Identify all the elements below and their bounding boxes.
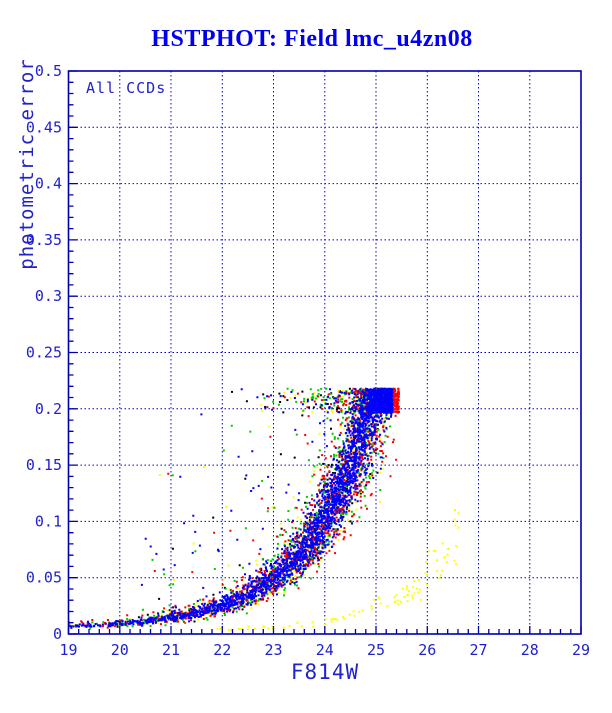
y-tick-label: 0.45 bbox=[26, 118, 62, 136]
x-tick-label: 20 bbox=[111, 641, 129, 659]
x-tick-label: 22 bbox=[213, 641, 231, 659]
chart-title: HSTPHOT: Field lmc_u4zn08 bbox=[151, 26, 473, 52]
x-tick-labels: 19 20 21 22 23 24 25 26 27 28 29 bbox=[59, 641, 590, 659]
y-tick-labels: 0 0.05 0.1 0.15 0.2 0.25 0.3 0.35 0.4 0.45 0.5 bbox=[26, 62, 62, 643]
y-tick-label: 0.3 bbox=[35, 287, 62, 305]
x-tick-label: 21 bbox=[162, 641, 180, 659]
x-tick-label: 25 bbox=[367, 641, 385, 659]
y-tick-label: 0.15 bbox=[26, 456, 62, 474]
y-tick-label: 0.35 bbox=[26, 231, 62, 249]
axis-ticks bbox=[67, 70, 582, 635]
y-tick-label: 0.1 bbox=[35, 512, 62, 530]
x-tick-label: 24 bbox=[316, 641, 334, 659]
y-tick-label: 0.4 bbox=[35, 175, 62, 193]
x-tick-label: 23 bbox=[264, 641, 282, 659]
x-tick-label: 19 bbox=[59, 641, 77, 659]
x-axis-label: F814W bbox=[290, 660, 360, 684]
series-yellow-faint-trail bbox=[216, 509, 460, 631]
y-tick-label: 0 bbox=[53, 625, 62, 643]
x-tick-label: 27 bbox=[469, 641, 487, 659]
scatter-points bbox=[68, 387, 460, 631]
series-blue bbox=[68, 387, 394, 629]
y-tick-label: 0.25 bbox=[26, 344, 62, 362]
all-ccds-label: All CCDs bbox=[86, 79, 167, 97]
plot-frame bbox=[67, 70, 582, 635]
y-tick-label: 0.05 bbox=[26, 569, 62, 587]
x-tick-label: 26 bbox=[418, 641, 436, 659]
grid-lines bbox=[68, 71, 581, 634]
x-tick-label: 29 bbox=[572, 641, 590, 659]
x-tick-label: 28 bbox=[521, 641, 539, 659]
y-tick-label: 0.2 bbox=[35, 400, 62, 418]
y-tick-label: 0.5 bbox=[35, 62, 62, 80]
y-axis-label: photometric error bbox=[16, 58, 38, 270]
